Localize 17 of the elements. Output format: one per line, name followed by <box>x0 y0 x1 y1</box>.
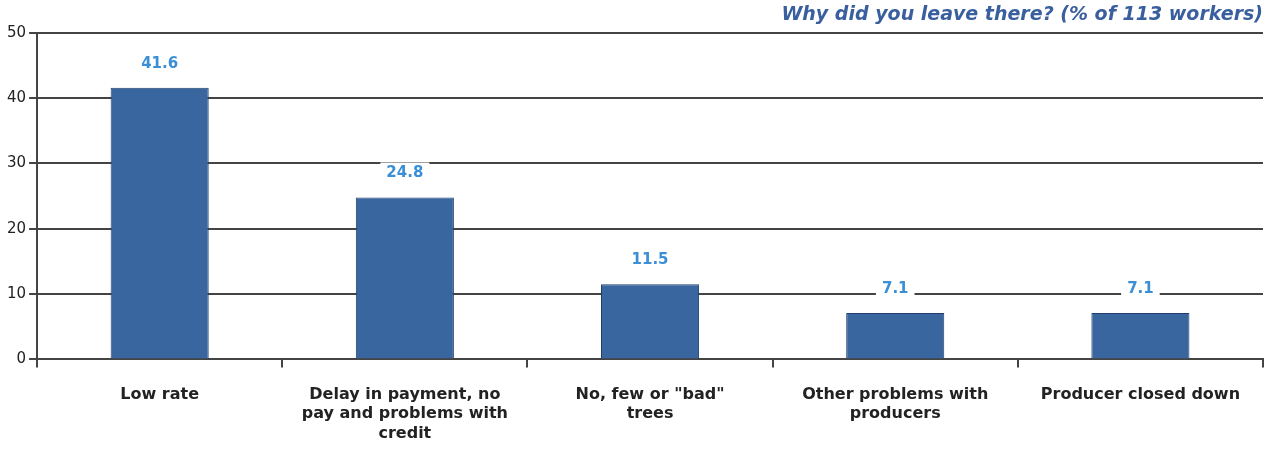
data-label: 41.6 <box>141 53 179 72</box>
y-tick-label: 20 <box>6 218 27 237</box>
y-tick-label: 40 <box>6 88 27 107</box>
y-tick-label: 0 <box>16 349 27 368</box>
data-label: 24.8 <box>386 163 424 182</box>
data-label: 11.5 <box>631 250 669 269</box>
x-tick-label: Delay in payment, no pay and problems with credit <box>301 384 508 442</box>
x-tick-label: No, few or "bad" trees <box>575 384 725 423</box>
y-tick-label: 30 <box>6 153 27 172</box>
x-tick-label: Producer closed down <box>1040 384 1241 404</box>
x-tick-label: Low rate <box>120 384 200 404</box>
y-tick-label: 50 <box>6 22 27 41</box>
data-label: 7.1 <box>1127 278 1154 297</box>
data-label: 7.1 <box>881 278 909 297</box>
chart-title: Why did you leave there? (% of 113 workers) <box>781 2 1263 25</box>
x-tick-label: Other problems with producers <box>802 384 989 423</box>
y-tick-label: 10 <box>6 283 27 302</box>
